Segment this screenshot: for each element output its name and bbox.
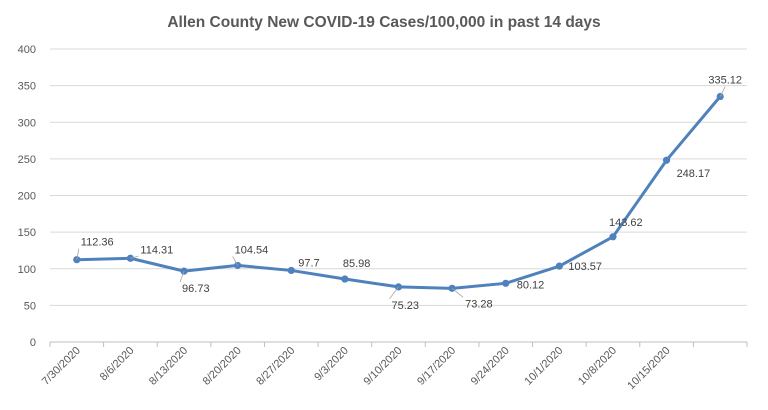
data-label: 143.62 bbox=[609, 217, 643, 229]
y-tick-label: 350 bbox=[18, 81, 36, 93]
data-label: 103.57 bbox=[568, 261, 602, 273]
x-tick-label: 10/1/2020 bbox=[522, 345, 565, 388]
data-label-leader bbox=[130, 255, 139, 259]
data-labels: 112.36 114.31 96.73 104.54 97.7 85.98 75.23 73.… bbox=[76, 75, 742, 312]
y-tick-label: 200 bbox=[18, 191, 36, 203]
x-tick-label: 9/10/2020 bbox=[362, 345, 405, 388]
y-tick-label: 0 bbox=[30, 337, 36, 349]
data-point bbox=[287, 266, 295, 275]
y-tick-label: 150 bbox=[18, 227, 36, 239]
data-label: 97.7 bbox=[298, 257, 319, 269]
y-tick-label: 100 bbox=[18, 264, 36, 276]
x-tick-label: 10/8/2020 bbox=[576, 345, 619, 388]
data-label-leader bbox=[389, 286, 399, 300]
series-cases-per-100k bbox=[73, 92, 724, 292]
data-label: 335.12 bbox=[708, 75, 742, 87]
data-label: 248.17 bbox=[677, 168, 711, 180]
data-point bbox=[662, 156, 671, 164]
data-label-leader bbox=[232, 256, 239, 266]
data-label: 85.98 bbox=[343, 258, 371, 270]
data-label: 96.73 bbox=[182, 283, 210, 295]
gridlines bbox=[50, 48, 747, 306]
x-tick-label: 8/20/2020 bbox=[201, 345, 244, 388]
y-tick-label: 400 bbox=[18, 44, 36, 56]
y-axis-tick-labels: 0 50 100 150 200 250 300 350 400 bbox=[18, 44, 36, 349]
data-label-leader bbox=[76, 248, 80, 260]
data-point bbox=[341, 275, 349, 283]
data-label-leader bbox=[719, 86, 726, 97]
data-point bbox=[555, 262, 563, 270]
x-tick-label: 8/13/2020 bbox=[147, 345, 190, 388]
data-label: 73.28 bbox=[465, 298, 493, 310]
x-tick-label: 10/15/2020 bbox=[625, 345, 672, 392]
x-tick-label: 8/27/2020 bbox=[254, 345, 297, 388]
x-tick-label: 9/17/2020 bbox=[415, 345, 458, 388]
x-tick-label: 9/24/2020 bbox=[469, 345, 512, 388]
data-label: 104.54 bbox=[235, 244, 269, 256]
data-label: 75.23 bbox=[392, 300, 420, 312]
data-label-leader bbox=[451, 288, 464, 298]
x-tick-label: 7/30/2020 bbox=[40, 345, 83, 388]
data-label: 114.31 bbox=[140, 244, 173, 256]
data-point bbox=[609, 233, 617, 241]
x-axis-tick-labels: 7/30/2020 8/6/2020 8/13/2020 8/20/2020 8/27/… bbox=[40, 345, 673, 392]
data-label-leader bbox=[179, 271, 185, 283]
y-tick-label: 50 bbox=[24, 300, 36, 312]
data-label: 80.12 bbox=[517, 279, 545, 291]
x-tick-label: 9/3/2020 bbox=[312, 345, 351, 384]
y-tick-label: 300 bbox=[18, 117, 36, 129]
axes bbox=[49, 341, 748, 347]
data-point bbox=[502, 279, 510, 287]
y-tick-label: 250 bbox=[18, 154, 36, 166]
x-tick-label: 8/6/2020 bbox=[98, 345, 137, 384]
series-line bbox=[75, 95, 722, 290]
chart-title: Allen County New COVID-19 Cases/100,000 … bbox=[167, 14, 600, 31]
data-label: 112.36 bbox=[81, 237, 114, 249]
